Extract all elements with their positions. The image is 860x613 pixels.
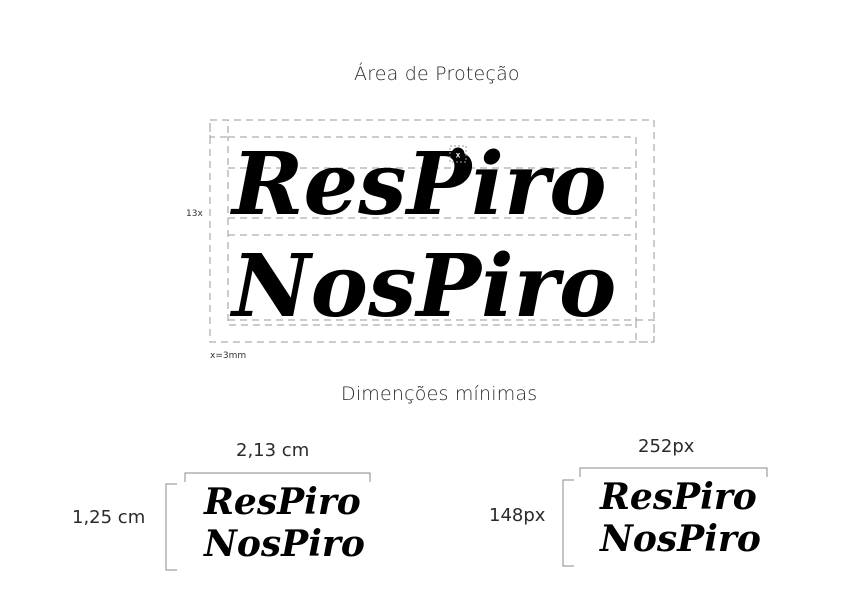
corner-square — [635, 319, 655, 343]
logo-small-screen: ResPiro NosPiro — [599, 476, 761, 560]
unit-marker-label: x — [456, 151, 461, 160]
logo-line-2: NosPiro — [229, 236, 616, 337]
height-multiplier-label: 13x — [186, 209, 203, 219]
unit-marker: x — [449, 145, 467, 163]
unit-definition-label: x=3mm — [210, 351, 247, 361]
logo-large: ResPiro NosPiro — [229, 134, 616, 337]
minimum-dimensions-title: Dimenções mínimas — [341, 383, 538, 405]
print-height-bracket — [165, 483, 177, 571]
inner-guide-frame — [227, 136, 637, 326]
screen-height-bracket — [562, 479, 574, 567]
print-width-label: 2,13 cm — [236, 440, 310, 461]
logo-line-2: NosPiro — [599, 518, 761, 560]
logo-line-1: ResPiro — [599, 476, 757, 518]
screen-height-label: 148px — [489, 505, 546, 526]
guide-lines — [209, 119, 655, 343]
corner-square — [209, 119, 229, 138]
logo-line-1: ResPiro — [229, 134, 607, 235]
screen-width-label: 252px — [638, 436, 695, 457]
logo-line-1: ResPiro — [203, 481, 361, 523]
print-width-bracket — [184, 472, 371, 482]
protection-area-title: Área de Proteção — [354, 63, 520, 85]
logo-line-2: NosPiro — [203, 523, 365, 565]
print-size-brackets — [165, 472, 371, 571]
print-height-label: 1,25 cm — [72, 507, 146, 528]
screen-size-brackets — [562, 467, 768, 567]
outer-guide-frame — [209, 119, 655, 343]
screen-width-bracket — [579, 467, 768, 477]
logo-small-print: ResPiro NosPiro — [203, 481, 365, 565]
